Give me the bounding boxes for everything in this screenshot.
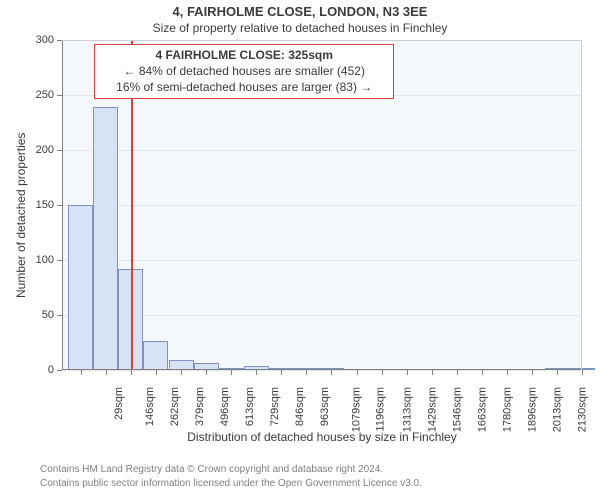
- x-tick-label: 1546sqm: [451, 387, 463, 432]
- y-tick-mark: [57, 315, 62, 316]
- x-tick-label: 262sqm: [169, 387, 181, 426]
- x-tick-label: 1429sqm: [426, 387, 438, 432]
- x-tick-mark: [557, 370, 558, 375]
- grid-line-horizontal: [62, 370, 582, 371]
- plot-area: 4 FAIRHOLME CLOSE: 325sqm← 84% of detach…: [62, 40, 582, 370]
- y-tick-label: 250: [0, 89, 54, 101]
- grid-line-horizontal: [62, 150, 582, 151]
- x-tick-label: 1780sqm: [501, 387, 513, 432]
- grid-line-horizontal: [62, 205, 582, 206]
- y-tick-mark: [57, 95, 62, 96]
- chart-title: 4, FAIRHOLME CLOSE, LONDON, N3 3EE: [0, 4, 600, 19]
- footer-text: Contains HM Land Registry data © Crown c…: [40, 463, 422, 490]
- y-tick-label: 50: [0, 309, 54, 321]
- x-tick-mark: [256, 370, 257, 375]
- x-tick-mark: [206, 370, 207, 375]
- y-tick-mark: [57, 370, 62, 371]
- x-tick-label: 846sqm: [294, 387, 306, 426]
- y-tick-label: 200: [0, 144, 54, 156]
- x-tick-mark: [432, 370, 433, 375]
- callout-title: 4 FAIRHOLME CLOSE: 325sqm: [101, 47, 387, 63]
- x-tick-mark: [357, 370, 358, 375]
- y-tick-mark: [57, 150, 62, 151]
- x-tick-label: 1196sqm: [375, 387, 387, 431]
- x-tick-mark: [181, 370, 182, 375]
- x-tick-label: 379sqm: [194, 387, 206, 426]
- x-tick-label: 963sqm: [320, 387, 332, 426]
- callout-line-smaller: ← 84% of detached houses are smaller (45…: [101, 63, 387, 79]
- chart-subtitle: Size of property relative to detached ho…: [0, 21, 600, 35]
- x-tick-mark: [81, 370, 82, 375]
- y-tick-label: 0: [0, 364, 54, 376]
- x-tick-label: 496sqm: [219, 387, 231, 426]
- x-tick-label: 2130sqm: [576, 387, 588, 432]
- x-tick-label: 29sqm: [113, 387, 125, 420]
- x-tick-mark: [382, 370, 383, 375]
- x-axis-line: [62, 369, 582, 370]
- x-tick-label: 1313sqm: [401, 387, 413, 432]
- x-tick-mark: [131, 370, 132, 375]
- histogram-bar: [93, 107, 118, 370]
- y-tick-label: 150: [0, 199, 54, 211]
- footer-line-1: Contains HM Land Registry data © Crown c…: [40, 463, 422, 477]
- y-axis-label: Number of detached properties: [14, 133, 28, 298]
- y-tick-mark: [57, 205, 62, 206]
- x-tick-mark: [156, 370, 157, 375]
- property-callout: 4 FAIRHOLME CLOSE: 325sqm← 84% of detach…: [94, 44, 394, 99]
- grid-line-horizontal: [62, 260, 582, 261]
- y-tick-label: 300: [0, 34, 54, 46]
- x-tick-mark: [306, 370, 307, 375]
- y-tick-mark: [57, 40, 62, 41]
- plot-top-border: [62, 40, 582, 41]
- x-tick-label: 613sqm: [244, 387, 256, 426]
- x-tick-label: 729sqm: [269, 387, 281, 426]
- histogram-bar: [68, 205, 93, 370]
- histogram-bar: [143, 341, 168, 370]
- x-tick-mark: [281, 370, 282, 375]
- x-tick-mark: [457, 370, 458, 375]
- x-tick-label: 146sqm: [144, 387, 156, 426]
- x-tick-mark: [582, 370, 583, 375]
- footer-line-2: Contains public sector information licen…: [40, 477, 422, 491]
- chart-container: { "header": { "title": "4, FAIRHOLME CLO…: [0, 0, 600, 500]
- x-tick-label: 1079sqm: [351, 387, 363, 432]
- y-axis-line: [62, 40, 63, 370]
- y-tick-mark: [57, 260, 62, 261]
- x-tick-mark: [231, 370, 232, 375]
- x-tick-mark: [331, 370, 332, 375]
- x-tick-mark: [507, 370, 508, 375]
- x-tick-label: 1663sqm: [476, 387, 488, 432]
- x-tick-mark: [106, 370, 107, 375]
- y-tick-label: 100: [0, 254, 54, 266]
- x-tick-mark: [482, 370, 483, 375]
- x-tick-label: 1896sqm: [526, 387, 538, 432]
- callout-line-larger: 16% of semi-detached houses are larger (…: [101, 79, 387, 95]
- x-tick-label: 2013sqm: [551, 387, 563, 432]
- x-tick-mark: [532, 370, 533, 375]
- plot-right-border: [581, 40, 582, 370]
- x-tick-mark: [407, 370, 408, 375]
